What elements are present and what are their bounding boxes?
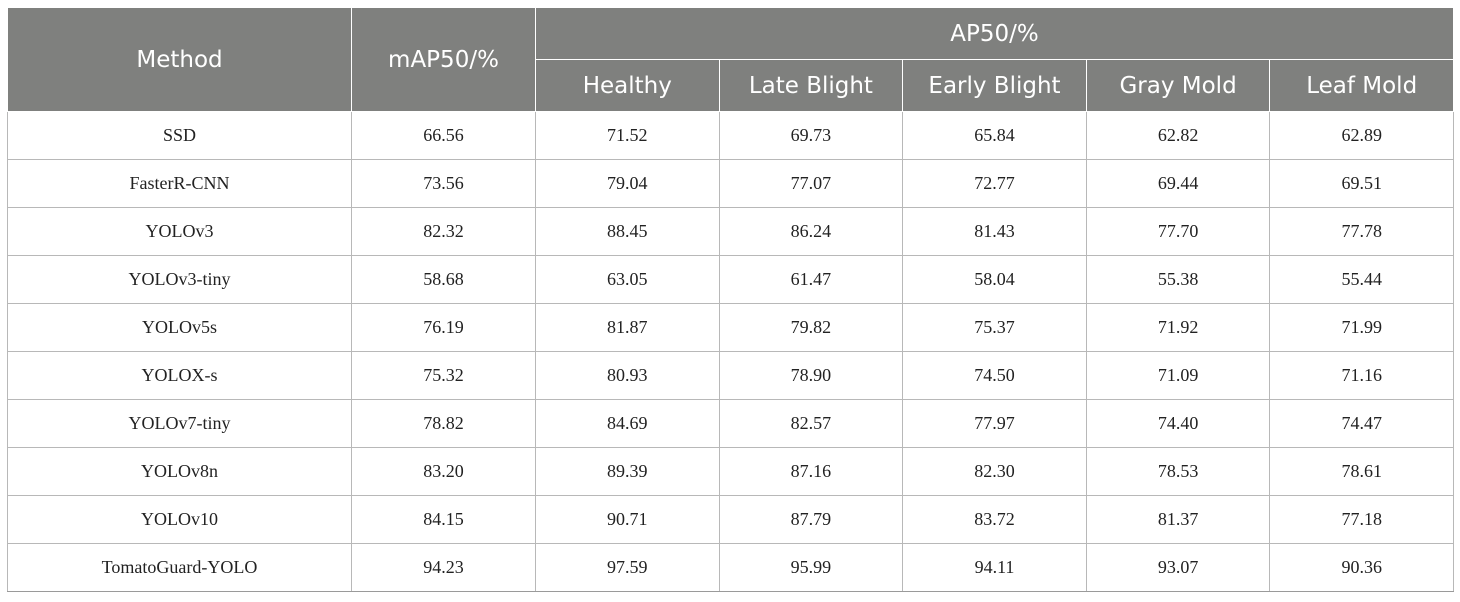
cell-ap-healthy: 79.04 [535, 159, 720, 208]
cell-ap-early-blight: 77.97 [902, 399, 1087, 448]
table-row: TomatoGuard-YOLO 94.23 97.59 95.99 94.11… [7, 543, 1454, 592]
cell-ap-late-blight: 82.57 [718, 399, 904, 448]
cell-map50: 66.56 [351, 111, 536, 160]
table-body: SSD 66.56 71.52 69.73 65.84 62.82 62.89 … [7, 111, 1454, 592]
cell-ap-early-blight: 81.43 [902, 207, 1087, 256]
results-table-container: Method mAP50/% AP50/% Healthy Late Bligh… [7, 7, 1454, 592]
cell-ap-gray-mold: 62.82 [1085, 111, 1271, 160]
cell-ap-gray-mold: 69.44 [1085, 159, 1271, 208]
cell-ap-leaf-mold: 74.47 [1269, 399, 1454, 448]
cell-map50: 83.20 [351, 447, 536, 496]
cell-ap-gray-mold: 93.07 [1085, 543, 1271, 592]
cell-ap-early-blight: 82.30 [902, 447, 1087, 496]
cell-map50: 73.56 [351, 159, 536, 208]
cell-map50: 84.15 [351, 495, 536, 544]
header-map50: mAP50/% [351, 7, 536, 112]
table-row: YOLOv3 82.32 88.45 86.24 81.43 77.70 77.… [7, 207, 1454, 256]
cell-ap-early-blight: 94.11 [902, 543, 1087, 592]
header-method: Method [7, 7, 352, 112]
cell-method: FasterR-CNN [7, 159, 352, 208]
cell-ap-healthy: 89.39 [535, 447, 720, 496]
cell-ap-leaf-mold: 71.99 [1269, 303, 1454, 352]
cell-map50: 94.23 [351, 543, 536, 592]
cell-ap-healthy: 63.05 [535, 255, 720, 304]
cell-ap-healthy: 84.69 [535, 399, 720, 448]
cell-ap-leaf-mold: 77.18 [1269, 495, 1454, 544]
cell-ap-late-blight: 78.90 [718, 351, 904, 400]
cell-ap-leaf-mold: 69.51 [1269, 159, 1454, 208]
cell-ap-gray-mold: 55.38 [1085, 255, 1271, 304]
cell-ap-early-blight: 58.04 [902, 255, 1087, 304]
cell-ap-gray-mold: 77.70 [1085, 207, 1271, 256]
header-class-gray-mold: Gray Mold [1085, 59, 1271, 112]
cell-ap-gray-mold: 78.53 [1085, 447, 1271, 496]
cell-method: YOLOv8n [7, 447, 352, 496]
cell-method: YOLOv3-tiny [7, 255, 352, 304]
table-header: Method mAP50/% AP50/% Healthy Late Bligh… [7, 7, 1454, 112]
cell-ap-gray-mold: 71.09 [1085, 351, 1271, 400]
cell-map50: 75.32 [351, 351, 536, 400]
table-row: YOLOX-s 75.32 80.93 78.90 74.50 71.09 71… [7, 351, 1454, 400]
cell-ap-gray-mold: 71.92 [1085, 303, 1271, 352]
cell-ap-early-blight: 74.50 [902, 351, 1087, 400]
cell-method: TomatoGuard-YOLO [7, 543, 352, 592]
cell-map50: 76.19 [351, 303, 536, 352]
cell-map50: 58.68 [351, 255, 536, 304]
cell-method: YOLOv3 [7, 207, 352, 256]
cell-ap-late-blight: 61.47 [718, 255, 904, 304]
cell-ap-leaf-mold: 62.89 [1269, 111, 1454, 160]
table-row: YOLOv5s 76.19 81.87 79.82 75.37 71.92 71… [7, 303, 1454, 352]
cell-method: YOLOv10 [7, 495, 352, 544]
results-table: Method mAP50/% AP50/% Healthy Late Bligh… [7, 7, 1454, 592]
cell-ap-healthy: 88.45 [535, 207, 720, 256]
cell-ap-early-blight: 75.37 [902, 303, 1087, 352]
cell-ap-leaf-mold: 71.16 [1269, 351, 1454, 400]
cell-ap-gray-mold: 81.37 [1085, 495, 1271, 544]
cell-method: SSD [7, 111, 352, 160]
cell-ap-leaf-mold: 55.44 [1269, 255, 1454, 304]
cell-ap-healthy: 80.93 [535, 351, 720, 400]
header-class-healthy: Healthy [535, 59, 720, 112]
cell-map50: 82.32 [351, 207, 536, 256]
cell-ap-early-blight: 72.77 [902, 159, 1087, 208]
cell-method: YOLOv7-tiny [7, 399, 352, 448]
table-row: YOLOv7-tiny 78.82 84.69 82.57 77.97 74.4… [7, 399, 1454, 448]
header-class-leaf-mold: Leaf Mold [1269, 59, 1454, 112]
cell-map50: 78.82 [351, 399, 536, 448]
cell-ap-leaf-mold: 77.78 [1269, 207, 1454, 256]
cell-method: YOLOv5s [7, 303, 352, 352]
cell-ap-leaf-mold: 90.36 [1269, 543, 1454, 592]
cell-ap-late-blight: 87.79 [718, 495, 904, 544]
cell-ap-late-blight: 86.24 [718, 207, 904, 256]
cell-ap-healthy: 81.87 [535, 303, 720, 352]
cell-ap-healthy: 97.59 [535, 543, 720, 592]
cell-ap-leaf-mold: 78.61 [1269, 447, 1454, 496]
table-row: FasterR-CNN 73.56 79.04 77.07 72.77 69.4… [7, 159, 1454, 208]
cell-ap-late-blight: 77.07 [718, 159, 904, 208]
header-class-late-blight: Late Blight [718, 59, 904, 112]
cell-ap-early-blight: 83.72 [902, 495, 1087, 544]
cell-ap-gray-mold: 74.40 [1085, 399, 1271, 448]
cell-ap-healthy: 71.52 [535, 111, 720, 160]
table-row: SSD 66.56 71.52 69.73 65.84 62.82 62.89 [7, 111, 1454, 160]
cell-ap-early-blight: 65.84 [902, 111, 1087, 160]
cell-ap-healthy: 90.71 [535, 495, 720, 544]
cell-ap-late-blight: 79.82 [718, 303, 904, 352]
cell-ap-late-blight: 69.73 [718, 111, 904, 160]
cell-ap-late-blight: 87.16 [718, 447, 904, 496]
table-row: YOLOv10 84.15 90.71 87.79 83.72 81.37 77… [7, 495, 1454, 544]
header-ap50-group: AP50/% [535, 7, 1454, 60]
table-row: YOLOv8n 83.20 89.39 87.16 82.30 78.53 78… [7, 447, 1454, 496]
header-class-early-blight: Early Blight [902, 59, 1087, 112]
cell-method: YOLOX-s [7, 351, 352, 400]
cell-ap-late-blight: 95.99 [718, 543, 904, 592]
table-row: YOLOv3-tiny 58.68 63.05 61.47 58.04 55.3… [7, 255, 1454, 304]
